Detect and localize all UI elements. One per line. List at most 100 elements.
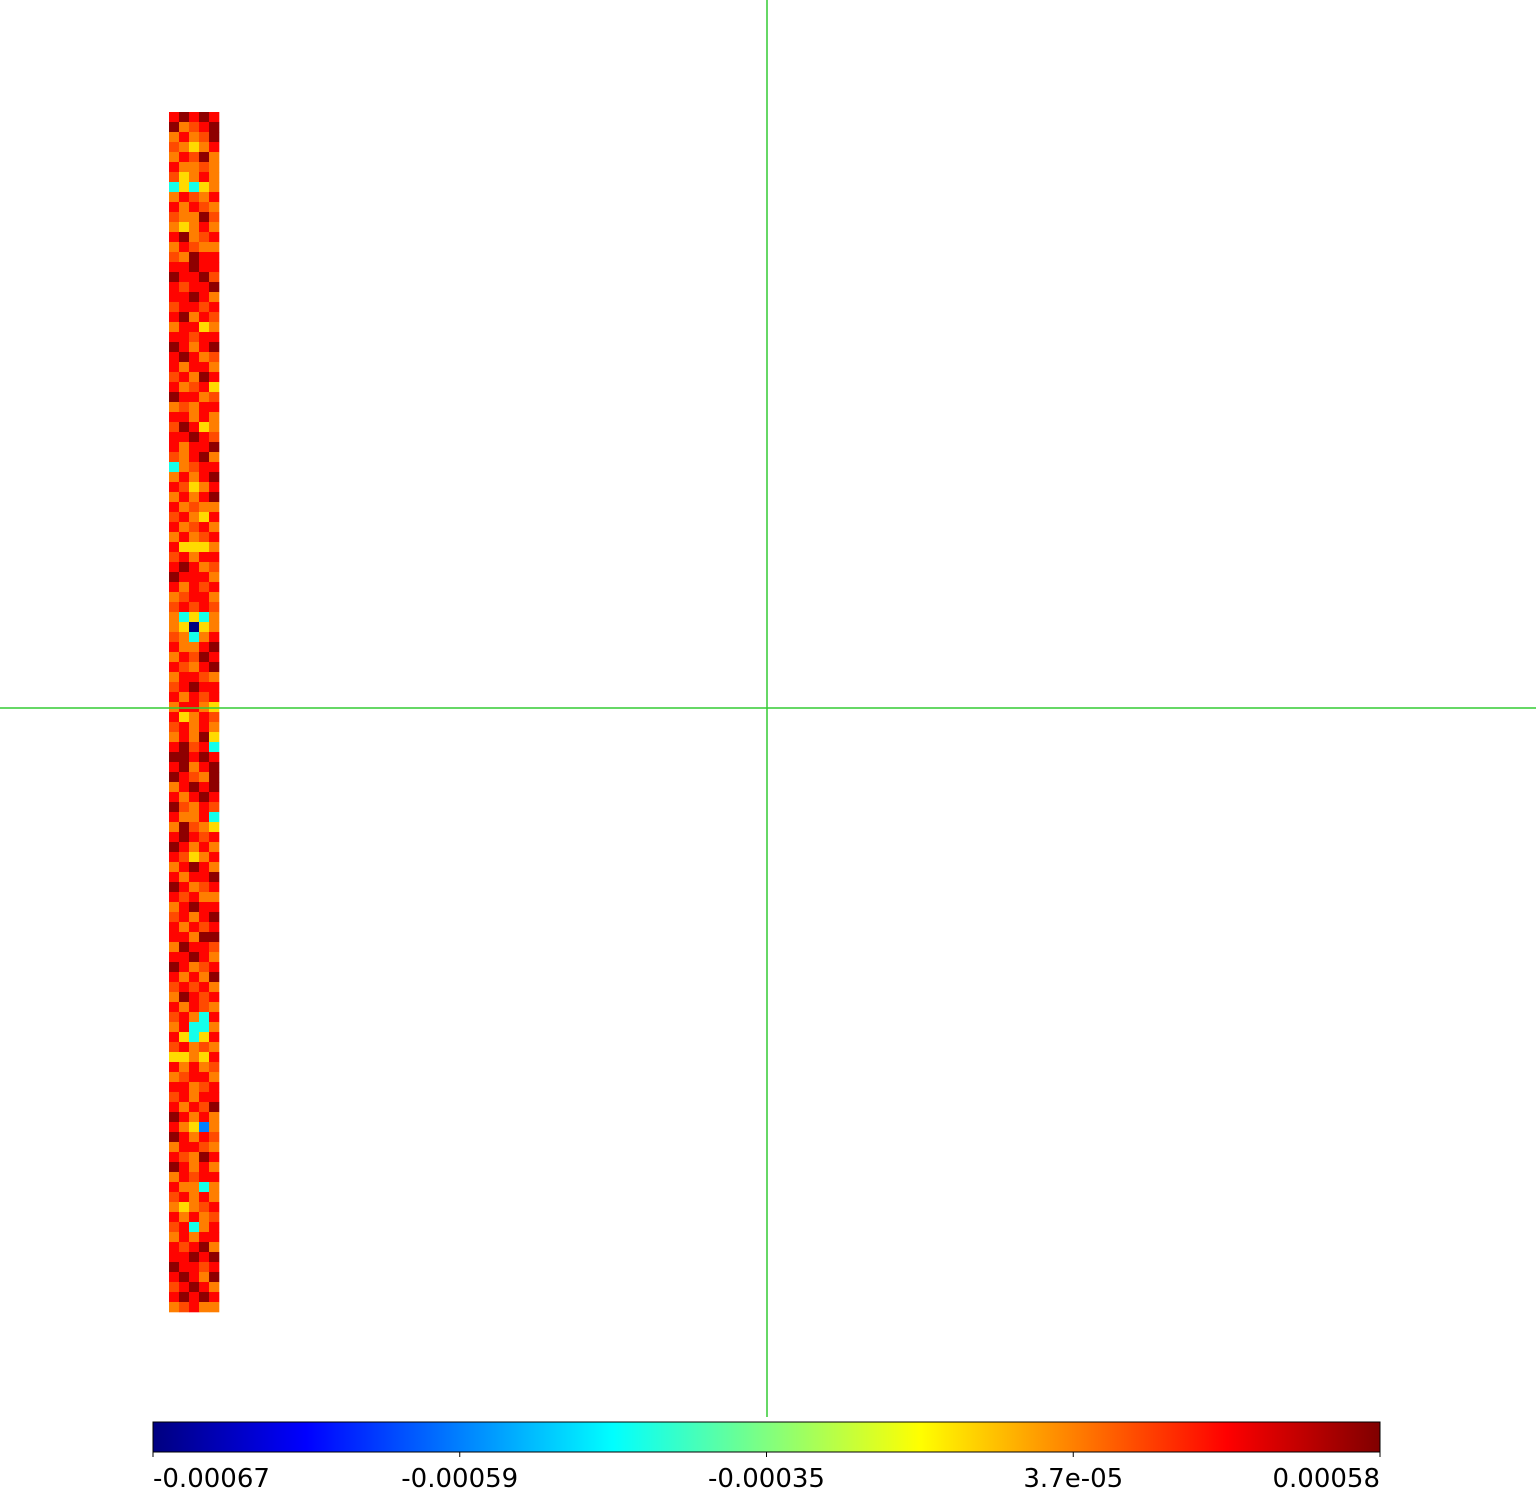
heatmap-cell <box>169 132 180 143</box>
heatmap-cell <box>209 832 220 843</box>
heatmap-cell <box>209 1052 220 1063</box>
heatmap-cell <box>179 182 190 193</box>
heatmap-cell <box>199 262 210 273</box>
heatmap-cell <box>199 182 210 193</box>
heatmap-cell <box>199 812 210 823</box>
heatmap-cell <box>169 1212 180 1223</box>
heatmap-cell <box>199 542 210 553</box>
heatmap-cell <box>169 332 180 343</box>
heatmap-cell <box>189 1252 200 1263</box>
heatmap-cell <box>199 892 210 903</box>
heatmap-cell <box>169 202 180 213</box>
heatmap-cell <box>199 482 210 493</box>
heatmap-cell <box>209 1302 220 1313</box>
heatmap-cell <box>169 952 180 963</box>
heatmap-cell <box>199 1122 210 1133</box>
heatmap-cell <box>179 492 190 503</box>
heatmap-cell <box>189 212 200 223</box>
heatmap-cell <box>199 992 210 1003</box>
heatmap-cell <box>189 1222 200 1233</box>
heatmap-cell <box>179 122 190 133</box>
heatmap-cell <box>189 572 200 583</box>
heatmap-cell <box>189 652 200 663</box>
heatmap-cell <box>189 162 200 173</box>
heatmap-cell <box>199 1162 210 1173</box>
heatmap-cell <box>189 892 200 903</box>
heatmap-cell <box>169 582 180 593</box>
heatmap-cell <box>189 712 200 723</box>
heatmap-cell <box>179 1202 190 1213</box>
heatmap-cell <box>199 1192 210 1203</box>
heatmap-cell <box>199 1052 210 1063</box>
heatmap-cell <box>189 622 200 633</box>
heatmap-cell <box>209 1232 220 1243</box>
heatmap-cell <box>209 412 220 423</box>
heatmap-cell <box>169 442 180 453</box>
heatmap-cell <box>199 752 210 763</box>
heatmap-cell <box>189 1282 200 1293</box>
heatmap-cell <box>169 922 180 933</box>
heatmap-cell <box>209 362 220 373</box>
heatmap-cell <box>199 522 210 533</box>
heatmap-cell <box>199 972 210 983</box>
heatmap-cell <box>179 872 190 883</box>
heatmap-cell <box>189 582 200 593</box>
heatmap-cell <box>179 942 190 953</box>
heatmap-cell <box>209 612 220 623</box>
heatmap-cell <box>179 232 190 243</box>
heatmap-cell <box>189 812 200 823</box>
heatmap-cell <box>179 572 190 583</box>
heatmap-cell <box>169 632 180 643</box>
heatmap-cell <box>179 862 190 873</box>
heatmap-cell <box>169 402 180 413</box>
heatmap-cell <box>209 1172 220 1183</box>
heatmap-cell <box>169 1042 180 1053</box>
heatmap-cell <box>199 302 210 313</box>
heatmap-cell <box>179 1012 190 1023</box>
heatmap-cell <box>199 762 210 773</box>
heatmap-cell <box>209 1192 220 1203</box>
heatmap-cell <box>179 632 190 643</box>
heatmap-cell <box>209 1042 220 1053</box>
heatmap-cell <box>179 1132 190 1143</box>
heatmap-cell <box>179 392 190 403</box>
heatmap-cell <box>189 512 200 523</box>
heatmap-cell <box>169 162 180 173</box>
heatmap-cell <box>209 852 220 863</box>
heatmap-cell <box>199 922 210 933</box>
heatmap-cell <box>169 1162 180 1173</box>
heatmap-cell <box>189 1062 200 1073</box>
heatmap-cell <box>169 592 180 603</box>
heatmap-cell <box>179 1292 190 1303</box>
heatmap-cell <box>199 1302 210 1313</box>
heatmap-cell <box>179 502 190 513</box>
heatmap-cell <box>189 312 200 323</box>
heatmap-cell <box>209 312 220 323</box>
heatmap-cell <box>199 1112 210 1123</box>
heatmap-cell <box>189 1172 200 1183</box>
heatmap-cell <box>189 792 200 803</box>
heatmap-cell <box>179 212 190 223</box>
heatmap-cell <box>199 1152 210 1163</box>
heatmap-cell <box>209 502 220 513</box>
heatmap-cell <box>209 1082 220 1093</box>
heatmap-cell <box>179 222 190 233</box>
heatmap-cell <box>189 1012 200 1023</box>
heatmap-cell <box>199 462 210 473</box>
heatmap-cell <box>169 962 180 973</box>
heatmap-cell <box>209 782 220 793</box>
heatmap-cell <box>169 1112 180 1123</box>
heatmap-cell <box>179 992 190 1003</box>
heatmap-cell <box>169 792 180 803</box>
heatmap-cell <box>189 182 200 193</box>
heatmap-cell <box>179 842 190 853</box>
heatmap-cell <box>179 372 190 383</box>
heatmap-cell <box>179 1032 190 1043</box>
heatmap-cell <box>189 342 200 353</box>
heatmap-cell <box>179 1172 190 1183</box>
heatmap-cell <box>169 1092 180 1103</box>
heatmap-cell <box>169 712 180 723</box>
heatmap-cell <box>179 612 190 623</box>
heatmap-cell <box>169 532 180 543</box>
heatmap-cell <box>179 1092 190 1103</box>
